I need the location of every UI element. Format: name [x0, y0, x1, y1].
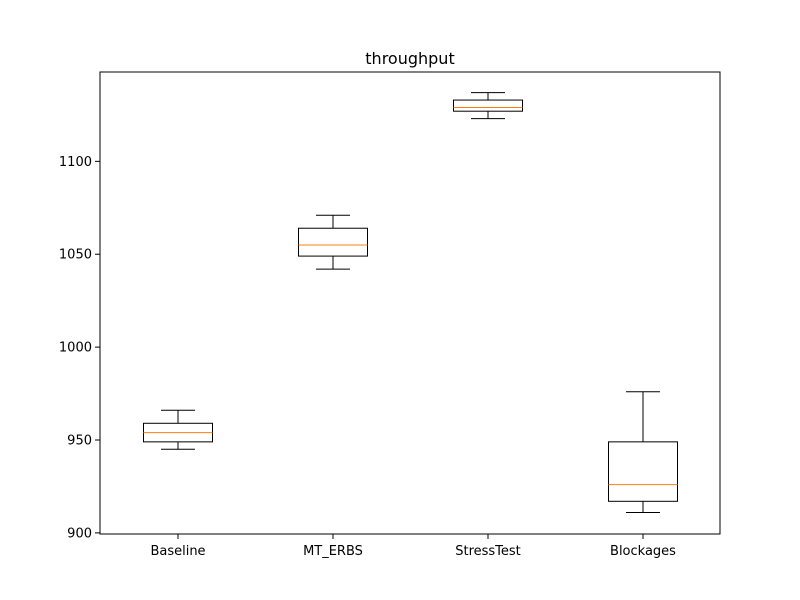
iqr-box — [453, 99, 523, 112]
y-tick-label: 900 — [67, 526, 92, 541]
y-tick-label: 1100 — [59, 155, 92, 170]
boxes — [143, 92, 678, 513]
x-tick-label: MT_ERBS — [303, 544, 363, 559]
box-stresstest — [453, 92, 523, 120]
box-mt-erbs — [298, 214, 368, 270]
x-axis: Baseline MT_ERBS StressTest Blockages — [150, 534, 676, 559]
y-tick-label: 950 — [67, 434, 92, 449]
plot-frame — [99, 71, 721, 535]
y-tick-label: 1050 — [59, 248, 92, 263]
box-blockages — [608, 391, 678, 513]
x-tick-label: Blockages — [610, 544, 676, 559]
x-tick-label: StressTest — [455, 544, 521, 559]
iqr-box — [608, 441, 678, 502]
box-baseline — [143, 409, 213, 450]
iqr-box — [298, 227, 368, 257]
x-tick-label: Baseline — [150, 544, 205, 559]
y-axis: 900 950 1000 1050 1100 — [59, 155, 100, 541]
y-tick-label: 1000 — [59, 341, 92, 356]
chart-title: throughput — [365, 49, 454, 68]
